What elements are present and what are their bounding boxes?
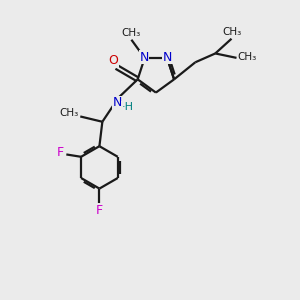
Text: CH₃: CH₃ — [223, 27, 242, 37]
Text: ·H: ·H — [122, 102, 134, 112]
Text: F: F — [96, 204, 103, 217]
Text: F: F — [56, 146, 63, 160]
Text: N: N — [140, 51, 149, 64]
Text: CH₃: CH₃ — [59, 108, 79, 118]
Text: N: N — [112, 96, 122, 110]
Text: N: N — [163, 51, 172, 64]
Text: CH₃: CH₃ — [237, 52, 256, 62]
Text: O: O — [108, 54, 118, 67]
Text: CH₃: CH₃ — [122, 28, 141, 38]
